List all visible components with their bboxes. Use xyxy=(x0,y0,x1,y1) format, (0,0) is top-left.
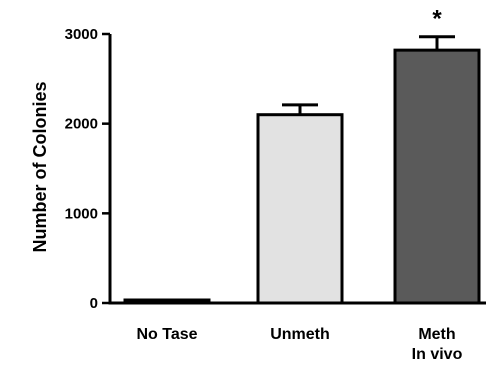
bar xyxy=(393,48,481,305)
y-axis-title: Number of Colonies xyxy=(30,81,50,252)
y-tick-label: 0 xyxy=(90,295,98,312)
x-category-label: In vivo xyxy=(412,346,463,363)
x-category-label: Meth xyxy=(418,326,455,343)
bar xyxy=(256,113,344,305)
y-tick-label: 1000 xyxy=(65,205,98,222)
bar xyxy=(123,298,211,305)
x-category-label: Unmeth xyxy=(270,326,330,343)
significance-marker: * xyxy=(432,6,442,33)
bars: * xyxy=(123,6,481,305)
y-tick-label: 3000 xyxy=(65,26,98,43)
y-tick-label: 2000 xyxy=(65,116,98,133)
x-category-label: No Tase xyxy=(136,326,197,343)
axes: 0 1000 2000 3000 No Tase Unmeth Meth In vivo xyxy=(65,26,486,363)
